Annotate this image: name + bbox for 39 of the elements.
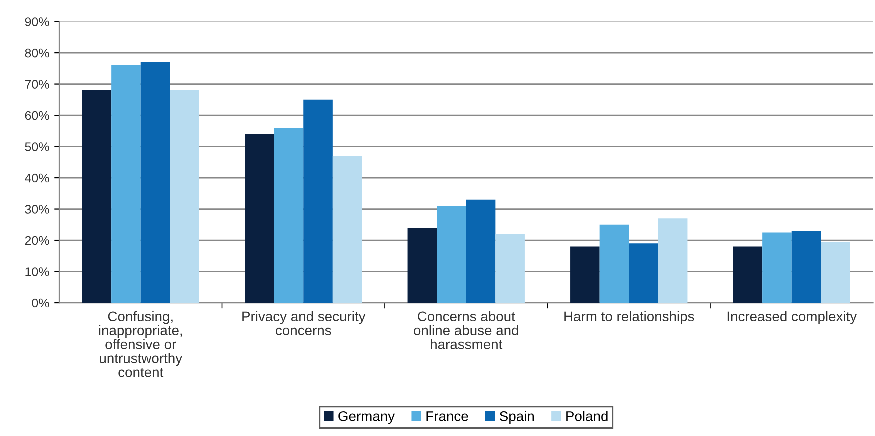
bar	[821, 242, 850, 304]
bar	[408, 228, 438, 304]
bar	[304, 100, 333, 304]
y-tick-label: 10%	[26, 268, 50, 276]
bar	[82, 90, 112, 304]
bar	[332, 156, 362, 304]
bar	[733, 246, 763, 304]
bar	[112, 66, 141, 304]
bar	[437, 206, 466, 304]
bar	[570, 246, 600, 304]
y-tick-label: 50%	[25, 142, 50, 152]
y-tick-label: 90%	[25, 18, 50, 26]
bar	[600, 224, 630, 304]
bar	[762, 232, 792, 304]
legend-label: Poland	[566, 411, 608, 422]
x-tick-label: Confusing, inappropriate, offensive or untrustworthy content	[99, 311, 183, 378]
x-tick-label: Concerns about online abuse and harassment	[414, 311, 518, 350]
x-tick-label: Increased complexity	[728, 311, 858, 324]
bar	[245, 134, 274, 304]
legend-label: Spain	[500, 411, 534, 424]
bar	[792, 231, 822, 304]
y-tick-label: 30%	[25, 205, 50, 214]
legend-label: Germany	[338, 412, 396, 424]
bar	[140, 62, 170, 304]
bar	[274, 128, 304, 304]
legend-label: France	[426, 412, 468, 422]
bar	[466, 200, 496, 304]
x-tick-label: Harm to relationships	[564, 311, 694, 324]
x-tick-label: Privacy and security concerns	[242, 311, 366, 336]
y-tick-label: 40%	[25, 174, 50, 183]
bar	[496, 234, 525, 304]
bar	[170, 90, 200, 304]
y-tick-label: 0%	[32, 298, 50, 308]
bar	[658, 218, 688, 304]
y-tick-label: 60%	[25, 111, 50, 120]
y-tick-label: 70%	[25, 80, 50, 89]
y-tick-label: 80%	[25, 48, 50, 58]
y-tick-label: 20%	[25, 236, 50, 246]
bar	[629, 244, 658, 304]
